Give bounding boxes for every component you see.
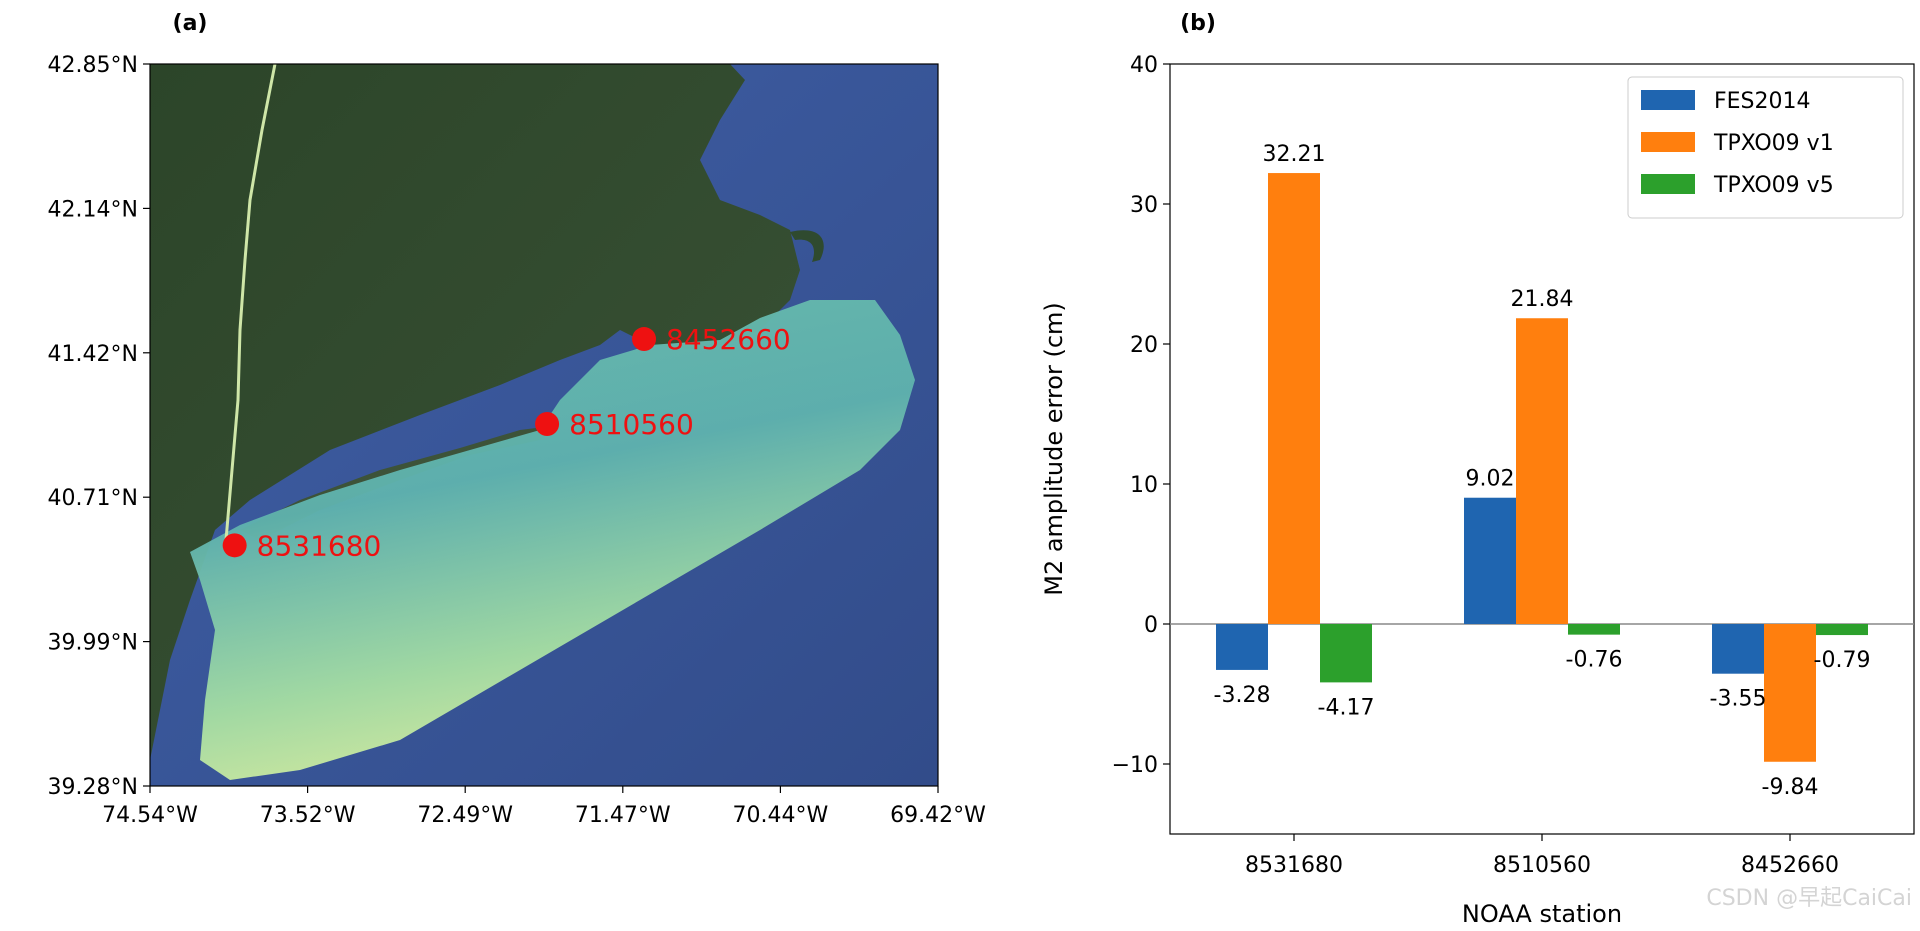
bar-value-label: -3.55 bbox=[1710, 687, 1767, 712]
map-lon-tick-label: 71.47°W bbox=[575, 803, 671, 828]
chart-bars bbox=[1216, 173, 1868, 762]
y-tick-label: −10 bbox=[1112, 753, 1158, 778]
bar-value-label: 21.84 bbox=[1511, 287, 1574, 312]
station-label: 8510560 bbox=[569, 408, 694, 441]
chart-data-labels: -3.28 9.02 -3.55 32.21 21.84 -9.84 -4.17 -0.76 -… bbox=[1214, 142, 1871, 800]
station-label: 8531680 bbox=[257, 529, 382, 562]
map-lat-tick-label: 39.99°N bbox=[48, 631, 138, 656]
bar bbox=[1516, 318, 1568, 624]
bar bbox=[1216, 624, 1268, 670]
bar bbox=[1712, 624, 1764, 674]
panel-a-map: (a) 42.85°N 42.14°N 41.42°N 40.71°N 39.99°N 3… bbox=[48, 11, 987, 828]
watermark: CSDN @早起CaiCai bbox=[1706, 886, 1912, 911]
bar bbox=[1568, 624, 1620, 635]
map-lon-tick-label: 74.54°W bbox=[102, 803, 198, 828]
map-lat-tick-label: 40.71°N bbox=[48, 486, 138, 511]
map-lon-ticks: 74.54°W 73.52°W 72.49°W 71.47°W 70.44°W 69.42… bbox=[102, 786, 986, 828]
station-marker bbox=[632, 327, 657, 352]
panel-b-chart: (b) −10 0 10 20 30 40 8531680 8510560 8452660 -3… bbox=[1040, 11, 1915, 928]
legend-swatch bbox=[1641, 90, 1695, 110]
panel-b-label: (b) bbox=[1180, 11, 1216, 36]
y-tick-label: 40 bbox=[1130, 53, 1158, 78]
map-frame bbox=[149, 63, 939, 787]
legend-label: FES2014 bbox=[1714, 89, 1811, 114]
station-label: 8452660 bbox=[666, 323, 791, 356]
map-lat-tick-label: 42.14°N bbox=[48, 197, 138, 222]
land-area bbox=[150, 64, 800, 760]
y-tick-label: 30 bbox=[1130, 193, 1158, 218]
bar bbox=[1764, 624, 1816, 762]
bar bbox=[1320, 624, 1372, 683]
map-lon-tick-label: 70.44°W bbox=[733, 803, 829, 828]
x-tick-label: 8452660 bbox=[1741, 853, 1839, 878]
legend-swatch bbox=[1641, 174, 1695, 194]
bar bbox=[1268, 173, 1320, 624]
station-marker bbox=[535, 411, 560, 436]
model-domain bbox=[190, 300, 915, 780]
chart-x-axis-label: NOAA station bbox=[1462, 900, 1622, 928]
bar-value-label: -4.17 bbox=[1318, 695, 1375, 720]
map-lon-tick-label: 72.49°W bbox=[417, 803, 513, 828]
legend-box bbox=[1627, 76, 1904, 219]
x-tick-label: 8510560 bbox=[1493, 853, 1591, 878]
station-marker bbox=[222, 533, 247, 558]
x-tick-label: 8531680 bbox=[1245, 853, 1343, 878]
bar-value-label: -9.84 bbox=[1762, 775, 1819, 800]
bar-value-label: 32.21 bbox=[1263, 142, 1326, 167]
legend-label: TPXO09 v5 bbox=[1713, 173, 1834, 198]
map-lat-ticks: 42.85°N 42.14°N 41.42°N 40.71°N 39.99°N 39.28… bbox=[48, 53, 150, 800]
map-lat-tick-label: 39.28°N bbox=[48, 775, 138, 800]
map-lon-tick-label: 69.42°W bbox=[890, 803, 986, 828]
map-lat-tick-label: 41.42°N bbox=[48, 342, 138, 367]
map-lon-tick-label: 73.52°W bbox=[260, 803, 356, 828]
chart-legend: FES2014 TPXO09 v1 TPXO09 v5 bbox=[1627, 76, 1904, 219]
bar-value-label: -0.79 bbox=[1814, 648, 1871, 673]
map-lat-tick-label: 42.85°N bbox=[48, 53, 138, 78]
y-tick-label: 0 bbox=[1144, 613, 1158, 638]
map-image bbox=[150, 64, 938, 786]
chart-y-axis-label: M2 amplitude error (cm) bbox=[1040, 302, 1068, 596]
y-tick-label: 20 bbox=[1130, 333, 1158, 358]
map-stations: 8531680 8510560 8452660 bbox=[222, 323, 791, 562]
bar bbox=[1464, 497, 1516, 624]
bar-value-label: -3.28 bbox=[1214, 683, 1271, 708]
bar-value-label: -0.76 bbox=[1566, 648, 1623, 673]
y-tick-label: 10 bbox=[1130, 473, 1158, 498]
legend-label: TPXO09 v1 bbox=[1713, 131, 1834, 156]
bar bbox=[1816, 624, 1868, 636]
panel-a-label: (a) bbox=[173, 11, 208, 36]
legend-swatch bbox=[1641, 132, 1695, 152]
bar-value-label: 9.02 bbox=[1466, 467, 1515, 492]
